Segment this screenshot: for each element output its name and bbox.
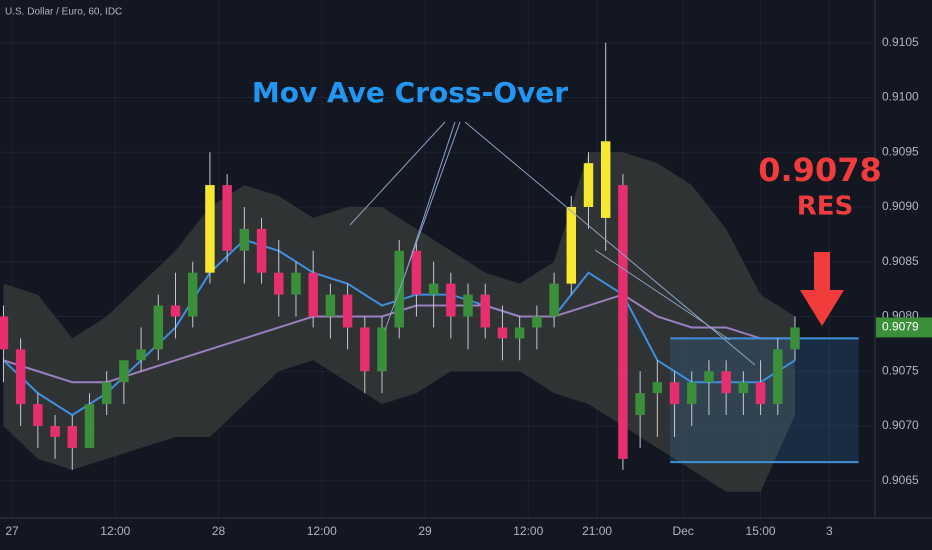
candle-body xyxy=(84,404,95,448)
down-arrow xyxy=(800,252,844,326)
y-tick-label: 0.9085 xyxy=(882,254,919,268)
candle-body xyxy=(704,371,714,383)
candle-body xyxy=(790,327,800,350)
candle-body xyxy=(532,316,542,328)
candle-body xyxy=(566,206,577,284)
resistance-price: 0.9078 xyxy=(758,151,881,189)
candle-body xyxy=(239,228,250,251)
x-tick-label: 27 xyxy=(5,524,19,538)
plot xyxy=(0,42,859,470)
axes: 0.90650.90700.90750.90800.90850.90900.90… xyxy=(5,35,932,538)
candle-body xyxy=(411,250,422,295)
candle-body xyxy=(0,316,9,350)
candle-body xyxy=(583,163,594,207)
chart-title: U.S. Dollar / Euro, 60, IDC xyxy=(5,7,122,18)
candle-body xyxy=(738,382,749,394)
y-tick-label: 0.9065 xyxy=(882,473,919,487)
candle-body xyxy=(687,382,697,405)
y-tick-label: 0.9075 xyxy=(882,363,919,377)
candle-body xyxy=(618,185,628,459)
candle-body xyxy=(446,283,456,317)
x-tick-label: 28 xyxy=(212,524,226,538)
candle-body xyxy=(755,382,766,405)
candle-body xyxy=(33,404,43,427)
candle-body xyxy=(635,393,645,416)
candle-body xyxy=(15,349,26,405)
candle-body xyxy=(463,294,473,317)
candle-body xyxy=(721,371,731,394)
candle-body xyxy=(101,382,112,405)
candle-body xyxy=(153,305,164,350)
y-tick-label: 0.9095 xyxy=(882,144,919,158)
candle-body xyxy=(205,185,215,273)
candle-body xyxy=(549,283,559,317)
candle-body xyxy=(67,426,78,448)
candle-body xyxy=(497,327,508,339)
y-tick-label: 0.9100 xyxy=(882,90,919,104)
x-tick-label: 3 xyxy=(826,524,833,538)
candle-body xyxy=(773,349,783,405)
candle-body xyxy=(308,272,318,317)
y-tick-label: 0.9105 xyxy=(882,35,919,49)
candle-body xyxy=(222,185,232,251)
candle-body xyxy=(360,327,370,372)
candle-body xyxy=(136,349,146,361)
x-tick-label: 12:00 xyxy=(513,524,543,538)
y-tick-label: 0.9070 xyxy=(882,418,919,432)
last-price-label: 0.9079 xyxy=(882,320,919,334)
last-price-tag xyxy=(876,317,932,338)
candle-body xyxy=(600,141,611,218)
candle-body xyxy=(256,228,267,273)
x-tick-label: 21:00 xyxy=(582,524,612,538)
x-tick-label: 12:00 xyxy=(307,524,337,538)
annotation-arrows xyxy=(349,121,756,366)
x-tick-label: 12:00 xyxy=(100,524,130,538)
candle-body xyxy=(187,272,198,317)
x-tick-label: 29 xyxy=(418,524,432,538)
crossover-label: Mov Ave Cross-Over xyxy=(252,76,568,109)
candle-body xyxy=(291,272,301,295)
candle-body xyxy=(480,294,490,328)
candle-body xyxy=(514,327,525,339)
x-tick-label: Dec xyxy=(672,524,693,538)
candle-body xyxy=(428,283,439,295)
candle-body xyxy=(170,305,181,317)
x-tick-label: 15:00 xyxy=(746,524,776,538)
candle-body xyxy=(669,382,680,405)
y-tick-label: 0.9090 xyxy=(882,199,919,213)
candle-body xyxy=(652,382,663,394)
candle-body xyxy=(377,327,387,372)
resistance-label: RES xyxy=(797,192,854,222)
candle-body xyxy=(274,272,284,295)
candle-body xyxy=(119,360,129,383)
candle-body xyxy=(325,294,336,317)
candle-body xyxy=(50,426,60,437)
candle-body xyxy=(342,294,353,328)
